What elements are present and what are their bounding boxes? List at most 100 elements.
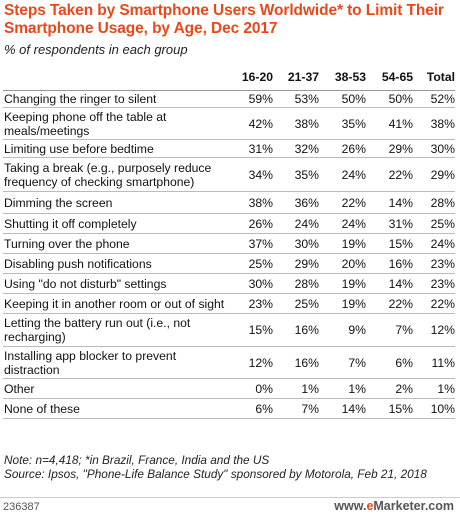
- cell-value: 19%: [319, 293, 366, 314]
- cell-value: 24%: [273, 213, 319, 234]
- cell-value: 11%: [413, 346, 455, 379]
- table-row: Other 0% 1% 1% 2% 1%: [3, 378, 455, 399]
- cell-value: 29%: [273, 253, 319, 274]
- table-row: Changing the ringer to silent 59% 53% 50% 50…: [3, 90, 455, 108]
- row-label: Shutting it off completely: [3, 213, 231, 234]
- cell-value: 22%: [366, 293, 413, 314]
- cell-value: 22%: [366, 157, 413, 192]
- table-body: Changing the ringer to silent 59% 53% 50% 50…: [3, 90, 455, 419]
- chart-subtitle: % of respondents in each group: [4, 42, 188, 57]
- row-label: Using "do not disturb" settings: [3, 273, 231, 294]
- cell-value: 52%: [413, 90, 455, 108]
- cell-value: 24%: [319, 157, 366, 192]
- row-label: None of these: [3, 398, 231, 419]
- cell-value: 28%: [273, 273, 319, 294]
- cell-value: 1%: [273, 378, 319, 399]
- cell-value: 22%: [413, 293, 455, 314]
- cell-value: 15%: [366, 398, 413, 419]
- cell-value: 26%: [319, 139, 366, 158]
- cell-value: 25%: [413, 213, 455, 234]
- cell-value: 30%: [413, 139, 455, 158]
- cell-value: 59%: [231, 90, 273, 108]
- row-label: Keeping phone off the table at meals/mee…: [3, 107, 231, 140]
- cell-value: 38%: [273, 107, 319, 140]
- cell-value: 14%: [366, 273, 413, 294]
- row-label: Keeping it in another room or out of sig…: [3, 293, 231, 314]
- row-label: Letting the battery run out (i.e., not r…: [3, 313, 231, 347]
- cell-value: 15%: [366, 233, 413, 254]
- cell-value: 19%: [319, 273, 366, 294]
- data-table: 16-20 21-37 38-53 54-65 Total Changing t…: [3, 63, 455, 419]
- cell-value: 29%: [366, 139, 413, 158]
- cell-value: 12%: [413, 313, 455, 347]
- cell-value: 7%: [319, 346, 366, 379]
- cell-value: 1%: [413, 378, 455, 399]
- cell-value: 14%: [366, 191, 413, 214]
- row-label: Disabling push notifications: [3, 253, 231, 274]
- cell-value: 36%: [273, 191, 319, 214]
- brand-accent: e: [366, 499, 374, 513]
- cell-value: 16%: [273, 313, 319, 347]
- cell-value: 31%: [231, 139, 273, 158]
- table-row: None of these 6% 7% 14% 15% 10%: [3, 398, 455, 419]
- footnote: Note: n=4,418; *in Brazil, France, India…: [4, 453, 456, 481]
- table-row: Turning over the phone 37% 30% 19% 15% 24%: [3, 233, 455, 254]
- cell-value: 15%: [231, 313, 273, 347]
- cell-value: 16%: [366, 253, 413, 274]
- table-row: Installing app blocker to prevent distra…: [3, 346, 455, 379]
- cell-value: 24%: [319, 213, 366, 234]
- row-label: Limiting use before bedtime: [3, 139, 231, 158]
- header-row: 16-20 21-37 38-53 54-65 Total: [3, 63, 455, 91]
- cell-value: 34%: [231, 157, 273, 192]
- table-row: Using "do not disturb" settings 30% 28% 19%…: [3, 273, 455, 294]
- brand-prefix: www.: [334, 499, 367, 513]
- cell-value: 31%: [366, 213, 413, 234]
- cell-value: 35%: [319, 107, 366, 140]
- cell-value: 50%: [319, 90, 366, 108]
- brand-link[interactable]: www.eMarketer.com: [334, 499, 454, 513]
- cell-value: 30%: [273, 233, 319, 254]
- row-label: Other: [3, 378, 231, 399]
- cell-value: 6%: [231, 398, 273, 419]
- cell-value: 30%: [231, 273, 273, 294]
- cell-value: 1%: [319, 378, 366, 399]
- column-header: Total: [413, 63, 455, 91]
- column-header: 54-65: [366, 63, 413, 91]
- cell-value: 41%: [366, 107, 413, 140]
- cell-value: 14%: [319, 398, 366, 419]
- row-label: Taking a break (e.g., purposely reduce f…: [3, 157, 231, 192]
- brand-suffix: Marketer.com: [373, 499, 454, 513]
- row-label: Turning over the phone: [3, 233, 231, 254]
- column-header: 21-37: [273, 63, 319, 91]
- cell-value: 12%: [231, 346, 273, 379]
- cell-value: 9%: [319, 313, 366, 347]
- row-label: Dimming the screen: [3, 191, 231, 214]
- cell-value: 6%: [366, 346, 413, 379]
- table-row: Taking a break (e.g., purposely reduce f…: [3, 157, 455, 192]
- cell-value: 7%: [366, 313, 413, 347]
- cell-value: 24%: [413, 233, 455, 254]
- table-row: Dimming the screen 38% 36% 22% 14% 28%: [3, 191, 455, 214]
- cell-value: 10%: [413, 398, 455, 419]
- row-label: Changing the ringer to silent: [3, 90, 231, 108]
- footer-bar: 236387 www.eMarketer.com: [0, 497, 460, 516]
- cell-value: 22%: [319, 191, 366, 214]
- cell-value: 16%: [273, 346, 319, 379]
- chart-id: 236387: [3, 501, 40, 513]
- cell-value: 19%: [319, 233, 366, 254]
- cell-value: 26%: [231, 213, 273, 234]
- cell-value: 37%: [231, 233, 273, 254]
- cell-value: 25%: [273, 293, 319, 314]
- cell-value: 42%: [231, 107, 273, 140]
- table-row: Disabling push notifications 25% 29% 20% 16%…: [3, 253, 455, 274]
- row-label: Installing app blocker to prevent distra…: [3, 346, 231, 379]
- cell-value: 7%: [273, 398, 319, 419]
- table-row: Keeping phone off the table at meals/mee…: [3, 107, 455, 140]
- chart-title: Steps Taken by Smartphone Users Worldwid…: [4, 2, 444, 37]
- header-label-column: [3, 63, 231, 91]
- cell-value: 0%: [231, 378, 273, 399]
- column-header: 38-53: [319, 63, 366, 91]
- cell-value: 29%: [413, 157, 455, 192]
- cell-value: 2%: [366, 378, 413, 399]
- cell-value: 53%: [273, 90, 319, 108]
